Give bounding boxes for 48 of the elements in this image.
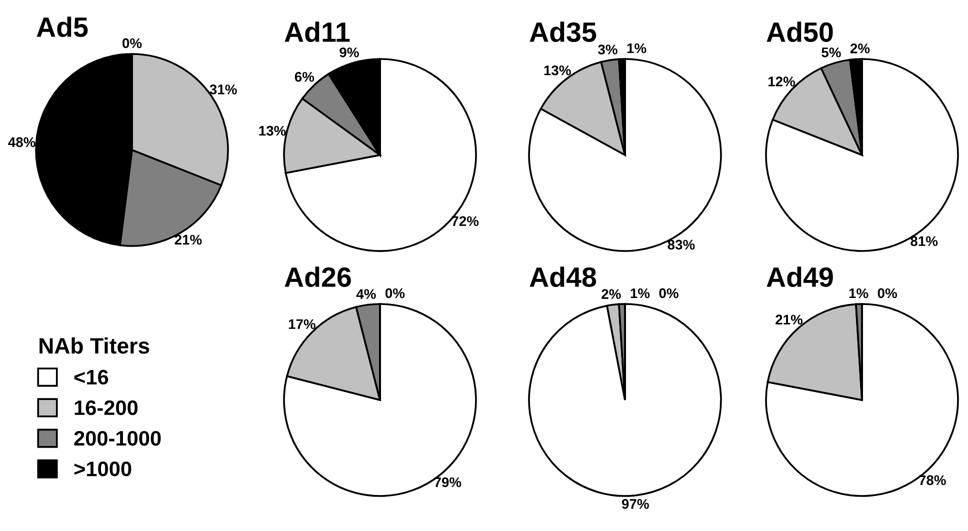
legend-label: 16-200 xyxy=(74,400,138,416)
data-label: 1% xyxy=(627,43,646,54)
legend-label: >1000 xyxy=(74,462,132,476)
data-label: 72% xyxy=(452,216,479,226)
data-label: 1% xyxy=(630,288,650,298)
text: 0% xyxy=(878,288,898,298)
data-label: 97% xyxy=(622,499,649,509)
pie-slice xyxy=(765,58,959,252)
chart-title: Ad5 xyxy=(36,16,88,37)
legend-label: 200-1000 xyxy=(74,430,161,446)
chart-title: Ad49 xyxy=(766,266,833,287)
data-label: 6% xyxy=(294,72,314,82)
text: 0% xyxy=(659,288,678,298)
pie-slice xyxy=(528,303,722,497)
chart-title: Ad11 xyxy=(284,22,350,42)
data-label: 13% xyxy=(259,126,286,136)
data-label: 2% xyxy=(602,289,621,299)
data-label: 79% xyxy=(434,477,462,488)
data-label: 12% xyxy=(768,76,796,86)
data-label: 13% xyxy=(544,65,571,76)
text: 0% xyxy=(385,288,405,298)
chart-title: Ad35 xyxy=(530,22,596,42)
text: 0% xyxy=(122,38,142,48)
data-label: 31% xyxy=(210,84,237,94)
data-label: 1% xyxy=(849,288,868,298)
pie-slice xyxy=(765,303,959,497)
chart-title: Ad48 xyxy=(530,266,596,287)
data-label: 78% xyxy=(919,475,946,486)
data-label: 21% xyxy=(174,234,202,245)
data-label: 9% xyxy=(340,47,359,58)
data-label: 83% xyxy=(668,240,695,250)
chart-title: Ad50 xyxy=(766,22,833,42)
chart-title: Ad26 xyxy=(284,266,351,287)
legend-label: <16 xyxy=(74,370,108,385)
data-label: 21% xyxy=(776,314,803,324)
pie-slice xyxy=(540,61,626,156)
data-label: 17% xyxy=(288,319,316,330)
pie-slice xyxy=(283,303,477,497)
legend-title: NAb Titers xyxy=(40,337,150,354)
pie-slice xyxy=(286,306,381,401)
data-label: 48% xyxy=(8,137,36,148)
data-label: 81% xyxy=(910,236,938,246)
data-label: 3% xyxy=(598,44,618,54)
pie-slice xyxy=(284,58,477,252)
pie-slice xyxy=(528,58,722,252)
data-label: 2% xyxy=(850,44,870,54)
data-label: 5% xyxy=(822,48,841,58)
data-label: 4% xyxy=(356,289,376,299)
